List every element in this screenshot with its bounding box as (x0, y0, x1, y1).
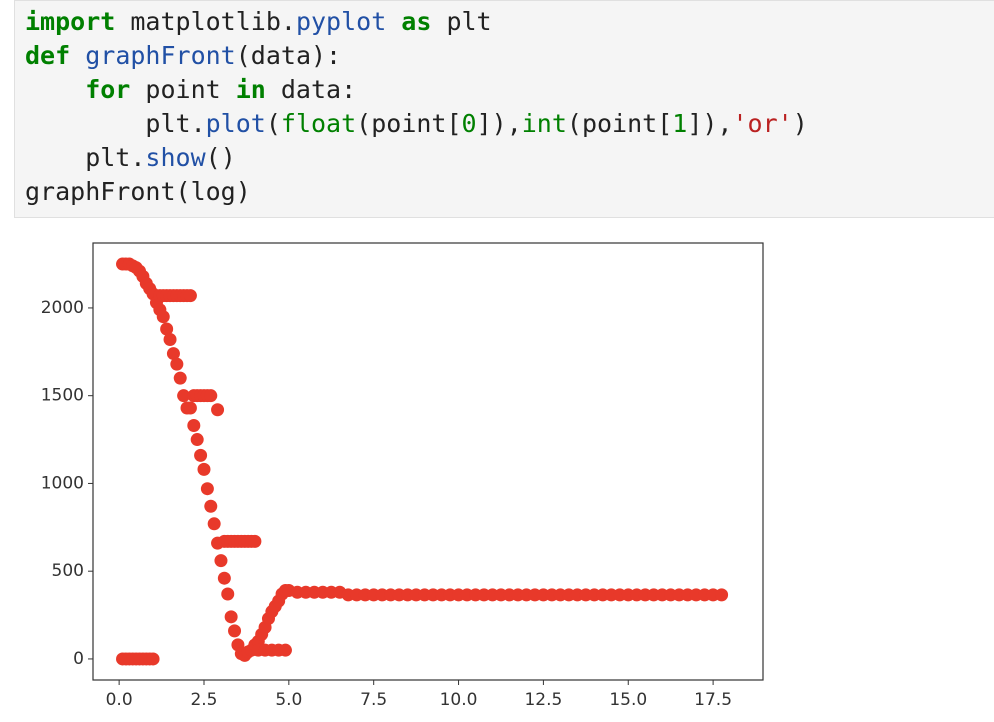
code-token: data: (265, 75, 357, 104)
code-token: in (235, 75, 266, 104)
code-token: (point[ (566, 109, 673, 138)
code-token: def (25, 41, 86, 70)
point (214, 554, 228, 568)
y-tick-label: 0 (73, 649, 84, 669)
x-tick-label: 7.5 (360, 690, 387, 710)
point (207, 517, 221, 531)
point (204, 499, 218, 513)
plot-frame (92, 242, 764, 681)
point (204, 389, 218, 403)
point (170, 357, 184, 371)
y-tick-label: 1000 (41, 473, 84, 493)
x-tick-label: 0.0 (106, 690, 133, 710)
x-tick-label: 10.0 (440, 690, 478, 710)
code-token: ]), (476, 109, 522, 138)
point (156, 310, 170, 324)
code-cell: import matplotlib.pyplot as plt def graph… (14, 0, 994, 218)
x-tick-label: 12.5 (524, 690, 562, 710)
code-token: graphFront(log) (25, 177, 251, 206)
code-token: ( (265, 109, 281, 138)
code-line: graphFront(log) (25, 175, 994, 209)
point (248, 534, 262, 548)
point (160, 322, 174, 336)
point (187, 419, 201, 433)
code-token: plt (431, 7, 492, 36)
y-tick-label: 500 (52, 561, 84, 581)
code-token: ) (792, 109, 808, 138)
code: import matplotlib.pyplot as plt def graph… (15, 1, 994, 209)
code-token: point (130, 75, 236, 104)
code-token: show (145, 143, 206, 172)
point (221, 587, 235, 601)
code-token: ]), (687, 109, 733, 138)
point (183, 401, 197, 415)
point (146, 652, 160, 666)
code-token: (data): (235, 41, 342, 70)
point (197, 462, 211, 476)
code-token: import (25, 7, 116, 36)
point (190, 433, 204, 447)
point (183, 289, 197, 303)
point (200, 482, 214, 496)
code-token: () (205, 143, 236, 172)
point (217, 571, 231, 585)
code-token: 1 (672, 109, 688, 138)
code-token: matplotlib. (115, 7, 296, 36)
point (278, 643, 292, 657)
code-line: plt.show() (25, 141, 994, 175)
point (194, 448, 208, 462)
point (224, 610, 238, 624)
code-token: as (401, 7, 432, 36)
code-token: for (25, 75, 131, 104)
code-token: float (280, 109, 357, 138)
point (173, 371, 187, 385)
x-tick-label: 17.5 (694, 690, 732, 710)
code-line: def graphFront(data): (25, 39, 994, 73)
point (715, 588, 729, 602)
x-tick-label: 15.0 (609, 690, 647, 710)
code-line: import matplotlib.pyplot as plt (25, 5, 994, 39)
code-line: plt.plot(float(point[0]),int(point[1]),'… (25, 107, 994, 141)
code-token: 'or' (732, 109, 793, 138)
x-tick-label: 5.0 (275, 690, 302, 710)
code-token: graphFront (85, 41, 236, 70)
code-token: 0 (461, 109, 477, 138)
code-token: plt. (25, 109, 206, 138)
code-token: (point[ (356, 109, 462, 138)
code-token: plt. (25, 143, 146, 172)
point (211, 403, 225, 417)
code-token: pyplot (295, 7, 402, 36)
code-token: int (521, 109, 567, 138)
point (166, 347, 180, 361)
point (177, 389, 191, 403)
code-token: plot (205, 109, 266, 138)
code-line: for point in data: (25, 73, 994, 107)
point (228, 624, 242, 638)
x-tick-label: 2.5 (190, 690, 217, 710)
point (163, 333, 177, 347)
y-tick-label: 2000 (41, 298, 84, 318)
y-tick-label: 1500 (41, 386, 84, 406)
